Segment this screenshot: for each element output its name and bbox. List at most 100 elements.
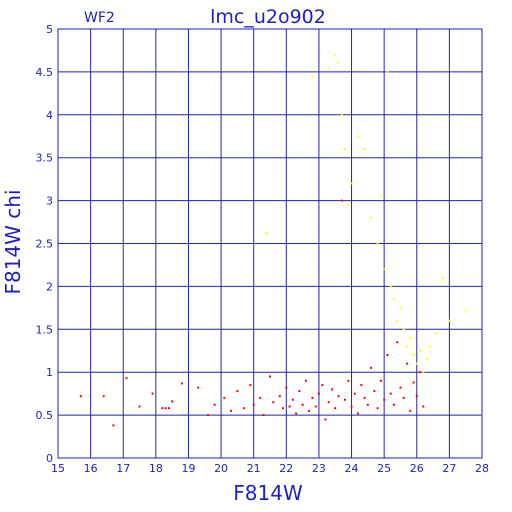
data-point-red	[278, 395, 281, 398]
data-point-yellow	[409, 336, 412, 339]
data-point-red	[249, 384, 252, 387]
x-tick-label: 18	[149, 462, 163, 475]
data-point-red	[357, 412, 360, 415]
data-point-red	[383, 398, 386, 401]
data-point-red	[396, 341, 399, 344]
data-point-yellow	[406, 345, 408, 348]
data-point-yellow	[386, 70, 389, 73]
data-point-red	[311, 396, 314, 399]
data-point-yellow	[396, 319, 399, 322]
data-point-yellow	[399, 306, 402, 309]
data-point-red	[161, 407, 164, 410]
y-tick-label: 4	[46, 109, 53, 122]
data-point-yellow	[412, 354, 415, 356]
data-point-yellow	[265, 232, 268, 235]
data-point-yellow	[370, 216, 373, 219]
x-tick-label: 22	[279, 462, 293, 475]
data-point-yellow	[415, 362, 418, 365]
data-point-yellow	[392, 298, 395, 301]
data-point-yellow	[379, 195, 382, 198]
data-point-red	[415, 395, 418, 398]
data-point-red	[379, 379, 382, 382]
data-point-red	[406, 362, 408, 365]
x-tick-label: 16	[84, 462, 98, 475]
y-tick-label: 3	[46, 195, 53, 208]
data-point-red	[317, 392, 320, 395]
data-point-red	[102, 395, 105, 398]
data-point-red	[285, 386, 288, 389]
y-tick-label: 2	[46, 280, 53, 293]
plot-frame	[57, 28, 483, 459]
data-point-red	[370, 366, 373, 369]
data-point-red	[327, 401, 330, 404]
data-point-red	[304, 379, 307, 382]
data-point-red	[213, 403, 216, 406]
y-tick-label: 1	[46, 366, 53, 379]
data-point-red	[291, 398, 294, 401]
y-tick-label: 5	[46, 23, 53, 36]
x-axis-label: F814W	[233, 481, 303, 505]
data-point-red	[252, 403, 255, 406]
data-point-red	[360, 384, 363, 387]
chart-title: lmc_u2o902	[210, 6, 326, 28]
y-tick-label: 0.5	[36, 409, 54, 422]
data-point-red	[272, 401, 275, 404]
data-point-yellow	[448, 319, 451, 322]
data-point-red	[373, 390, 376, 393]
y-tick-label: 3.5	[36, 152, 54, 165]
data-point-red	[223, 396, 226, 399]
data-point-red	[399, 386, 402, 389]
data-point-yellow	[347, 203, 350, 206]
data-point-red	[262, 414, 265, 417]
data-point-red	[386, 354, 389, 356]
data-point-red	[79, 395, 82, 398]
data-point-yellow	[422, 371, 425, 374]
data-point-red	[138, 405, 141, 408]
x-tick-label: 23	[312, 462, 326, 475]
data-point-red	[171, 400, 174, 403]
corner-label: WF2	[84, 10, 115, 26]
data-point-red	[363, 396, 366, 399]
data-point-red	[324, 418, 327, 421]
data-point-red	[347, 379, 350, 382]
data-point-red	[389, 392, 392, 395]
data-point-yellow	[425, 358, 428, 361]
data-point-red	[242, 407, 245, 410]
data-point-yellow	[389, 285, 392, 288]
data-point-yellow	[344, 148, 346, 151]
data-point-yellow	[464, 309, 467, 312]
data-point-red	[269, 375, 271, 378]
data-point-yellow	[383, 268, 386, 271]
data-point-red	[376, 407, 379, 410]
data-point-red	[419, 371, 421, 374]
data-point-red	[409, 409, 412, 412]
data-point-red	[236, 390, 239, 393]
x-tick-label: 26	[410, 462, 424, 475]
data-point-red	[314, 405, 317, 408]
data-point-red	[308, 409, 311, 412]
data-point-red	[151, 392, 154, 395]
x-tick-labels: 15 16 17 18 19 20 21 22 23 24 25 26 27 28	[51, 462, 489, 475]
data-point-red	[353, 392, 356, 395]
data-point-red	[298, 390, 301, 393]
data-point-red	[288, 405, 291, 408]
x-tick-label: 19	[181, 462, 195, 475]
y-tick-label: 4.5	[36, 66, 54, 79]
data-point-red	[167, 407, 170, 410]
data-point-red	[366, 403, 369, 406]
x-tick-label: 21	[247, 462, 261, 475]
data-point-red	[164, 407, 167, 410]
data-point-yellow	[419, 349, 421, 352]
x-tick-label: 24	[345, 462, 359, 475]
data-point-red	[422, 405, 425, 408]
data-point-red	[350, 405, 353, 408]
data-point-red	[207, 414, 209, 417]
data-point-red	[295, 412, 298, 415]
x-tick-label: 17	[116, 462, 130, 475]
data-point-red	[412, 381, 415, 384]
y-tick-label: 2.5	[36, 238, 54, 251]
data-point-red	[112, 424, 115, 427]
data-point-red	[331, 388, 333, 391]
x-tick-label: 25	[377, 462, 391, 475]
data-point-yellow	[441, 276, 444, 279]
